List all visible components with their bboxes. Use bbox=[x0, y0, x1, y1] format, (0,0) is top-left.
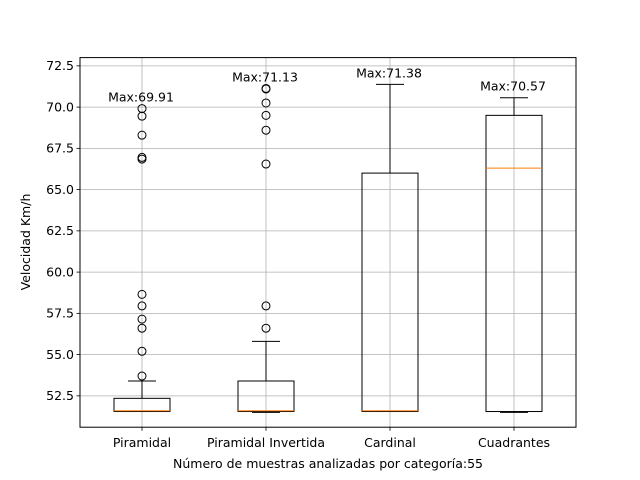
box-iqr bbox=[361, 172, 419, 413]
max-annotation: Max:69.91 bbox=[108, 90, 174, 105]
max-annotation: Max:70.57 bbox=[480, 79, 546, 94]
outlier-point bbox=[137, 314, 147, 324]
x-tick-label: Piramidal Invertida bbox=[207, 435, 325, 450]
y-tick-label: 52.5 bbox=[46, 388, 74, 403]
outlier-point bbox=[137, 130, 147, 140]
outlier-point bbox=[261, 110, 271, 120]
outlier-point bbox=[137, 104, 147, 114]
max-annotation: Max:71.38 bbox=[356, 65, 422, 80]
outlier-point bbox=[137, 152, 147, 162]
outlier-point bbox=[137, 301, 147, 311]
max-annotation: Max:71.13 bbox=[232, 69, 298, 84]
x-tick-label: Cuadrantes bbox=[478, 435, 550, 450]
outlier-point bbox=[261, 83, 271, 93]
box-iqr bbox=[237, 380, 295, 413]
y-tick-label: 72.5 bbox=[46, 58, 74, 73]
y-tick-label: 70.0 bbox=[46, 99, 74, 114]
y-axis-label: Velocidad Km/h bbox=[18, 194, 33, 291]
outlier-point bbox=[137, 323, 147, 333]
y-tick-label: 57.5 bbox=[46, 306, 74, 321]
y-tick-label: 62.5 bbox=[46, 223, 74, 238]
y-tick-label: 67.5 bbox=[46, 141, 74, 156]
x-axis-label: Número de muestras analizadas por catego… bbox=[173, 456, 483, 471]
box-iqr bbox=[485, 114, 543, 413]
outlier-point bbox=[261, 125, 271, 135]
outlier-point bbox=[261, 301, 271, 311]
x-tick-label: Cardinal bbox=[364, 435, 416, 450]
outlier-point bbox=[137, 371, 147, 381]
outlier-point bbox=[261, 159, 271, 169]
plot-area-frame bbox=[79, 57, 577, 428]
box-series: Max:69.91 Max:71.13 Max:71.38 Max:70.57 bbox=[108, 65, 546, 413]
outlier-point bbox=[137, 289, 147, 299]
x-tick-label: Piramidal bbox=[113, 435, 171, 450]
axis-ticks: 52.5 55.0 57.5 60.0 62.5 65.0 67.5 70.0 72.5 Pira… bbox=[46, 58, 550, 450]
y-tick-label: 65.0 bbox=[46, 182, 74, 197]
outlier-point bbox=[261, 98, 271, 108]
outlier-point bbox=[137, 346, 147, 356]
outlier-point bbox=[261, 323, 271, 333]
y-tick-label: 60.0 bbox=[46, 264, 74, 279]
box-iqr bbox=[113, 397, 171, 413]
y-tick-label: 55.0 bbox=[46, 347, 74, 362]
